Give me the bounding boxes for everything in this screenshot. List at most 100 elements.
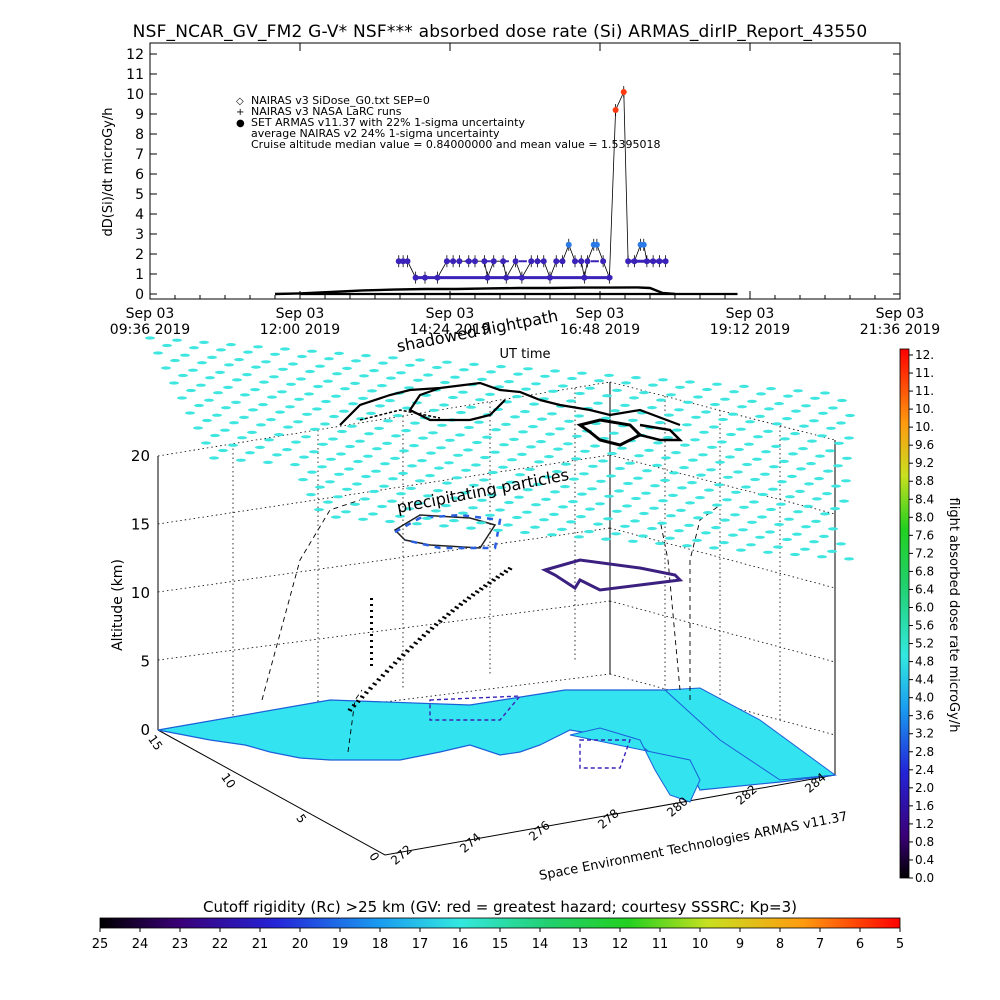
legend-marker: + bbox=[236, 107, 244, 118]
y-tick-label: 7 bbox=[135, 147, 144, 163]
ascent-marker bbox=[507, 566, 513, 571]
lattice-dot bbox=[800, 547, 810, 551]
lattice-dot bbox=[463, 448, 473, 452]
lattice-dot bbox=[557, 527, 567, 532]
nairas-line bbox=[274, 286, 676, 296]
lattice-dot bbox=[540, 374, 550, 378]
ascent-marker bbox=[446, 612, 451, 617]
lattice-dot bbox=[609, 431, 619, 435]
lattice-dot bbox=[391, 434, 401, 438]
lattice-dot bbox=[533, 482, 543, 486]
shadow-lattice bbox=[145, 336, 855, 561]
lattice-dot bbox=[342, 366, 352, 370]
lattice-dot bbox=[479, 478, 489, 482]
y-tick-label: 8 bbox=[135, 127, 144, 143]
lattice-dot bbox=[422, 516, 432, 521]
lattice-dot bbox=[334, 351, 344, 355]
lattice-dot bbox=[476, 521, 486, 525]
lattice-dot bbox=[471, 463, 481, 467]
rigidity-tick-label: 6 bbox=[856, 937, 864, 952]
lattice-dot bbox=[523, 367, 533, 371]
lattice-dot bbox=[515, 473, 525, 477]
lattice-dot bbox=[841, 479, 851, 483]
island-region bbox=[569, 727, 701, 803]
lattice-dot bbox=[496, 365, 506, 369]
lattice-dot bbox=[348, 402, 358, 406]
lattice-dot bbox=[401, 429, 411, 433]
ascent-marker bbox=[409, 645, 414, 649]
lattice-dot bbox=[730, 513, 740, 517]
lattice-dot bbox=[752, 457, 762, 461]
lattice-dot bbox=[466, 405, 476, 409]
lattice-dot bbox=[530, 525, 540, 529]
lattice-dot bbox=[656, 398, 666, 402]
lattice-dot bbox=[242, 373, 252, 377]
lattice-dot bbox=[537, 417, 547, 421]
lattice-dot bbox=[504, 500, 514, 505]
lattice-dot bbox=[834, 441, 844, 445]
lattice-dot bbox=[207, 355, 217, 359]
colorbar-tick-label: 2.8 bbox=[915, 745, 934, 759]
rigidity-tick-label: 25 bbox=[92, 937, 109, 952]
lattice-dot bbox=[226, 343, 236, 347]
colorbar-tick-label: 10. bbox=[915, 402, 934, 416]
lattice-dot bbox=[277, 390, 287, 394]
lattice-dot bbox=[685, 501, 695, 505]
lattice-dot bbox=[545, 432, 555, 436]
lattice-dot bbox=[692, 538, 702, 543]
lattice-dot bbox=[274, 433, 284, 437]
lattice-dot bbox=[469, 483, 479, 487]
armas-point bbox=[612, 107, 619, 113]
lattice-dot bbox=[193, 426, 203, 430]
ascent-marker bbox=[478, 586, 484, 591]
rigidity-tick-label: 20 bbox=[292, 937, 309, 952]
lattice-dot bbox=[493, 528, 503, 532]
lattice-dot bbox=[320, 422, 330, 426]
lattice-dot bbox=[612, 388, 622, 392]
lattice-dot bbox=[380, 462, 390, 466]
lattice-dot bbox=[480, 455, 490, 460]
lattice-dot bbox=[749, 500, 759, 504]
lattice-dot bbox=[390, 456, 400, 460]
ascent-marker bbox=[458, 602, 464, 607]
lattice-dot bbox=[792, 532, 802, 536]
lattice-dot bbox=[477, 377, 487, 381]
lattice-dot bbox=[755, 535, 765, 539]
lattice-dot bbox=[563, 442, 573, 446]
lattice-dot bbox=[263, 460, 273, 464]
lattice-dot bbox=[541, 497, 551, 501]
lattice-dot bbox=[564, 419, 574, 423]
lattice-dot bbox=[267, 395, 277, 399]
lattice-dot bbox=[631, 496, 641, 501]
lattice-dot bbox=[307, 349, 317, 353]
lattice-dot bbox=[514, 495, 524, 499]
lattice-dot bbox=[202, 418, 212, 423]
lattice-dot bbox=[317, 465, 327, 469]
lattice-dot bbox=[620, 403, 630, 407]
colorbar-tick-label: 8.4 bbox=[915, 492, 934, 506]
lattice-dot bbox=[388, 356, 398, 360]
rigidity-tick-label: 12 bbox=[612, 937, 629, 952]
lattice-dot bbox=[826, 426, 836, 430]
lattice-dot bbox=[603, 517, 613, 521]
lattice-dot bbox=[437, 423, 447, 427]
lattice-dot bbox=[715, 460, 725, 464]
lattice-dot bbox=[517, 452, 527, 456]
lattice-dot bbox=[145, 336, 155, 340]
lattice-dot bbox=[186, 388, 196, 393]
lattice-dot bbox=[633, 476, 643, 480]
ascent-marker bbox=[351, 703, 357, 708]
lattice-dot bbox=[490, 450, 500, 454]
lattice-dot bbox=[665, 536, 675, 540]
lattice-dot bbox=[358, 396, 368, 400]
lattice-dot bbox=[488, 470, 498, 475]
lattice-dot bbox=[664, 413, 674, 417]
lattice-dot bbox=[788, 452, 798, 456]
lattice-dot bbox=[291, 440, 301, 444]
lattice-dot bbox=[355, 439, 365, 443]
lattice-dot bbox=[387, 499, 397, 503]
lattice-dot bbox=[302, 412, 312, 416]
lattice-dot bbox=[844, 436, 854, 440]
lattice-dot bbox=[679, 466, 689, 470]
lattice-dot bbox=[469, 362, 479, 366]
